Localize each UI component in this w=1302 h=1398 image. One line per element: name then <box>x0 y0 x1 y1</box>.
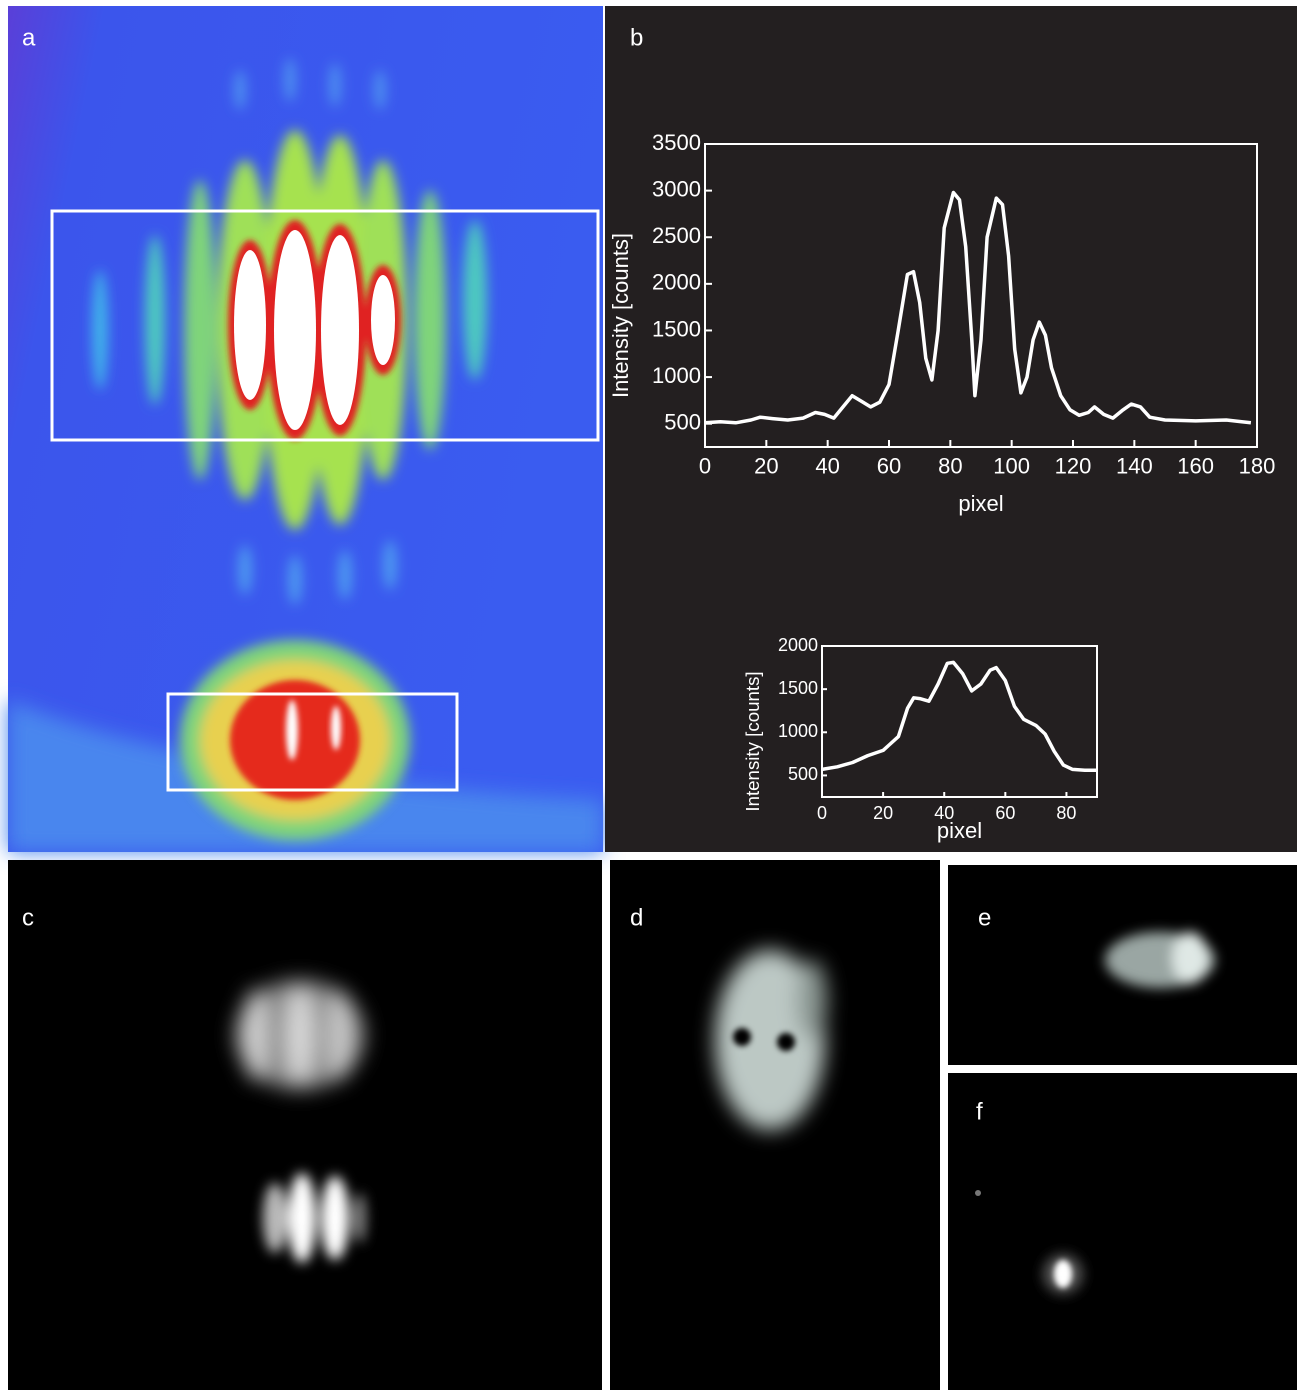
panel-f-image <box>948 1073 1297 1390</box>
panel-label: b <box>630 24 643 51</box>
figure: a b c d e f 0 20 40 60 80 100 120 140 160 180 500 1… <box>0 0 1302 1393</box>
x-tick-label: 0 <box>817 803 827 823</box>
x-tick-label: 160 <box>1177 454 1214 479</box>
x-tick-label: 20 <box>873 803 893 823</box>
y-axis-label: Intensity [counts] <box>608 233 633 398</box>
x-axis-label: pixel <box>958 491 1003 516</box>
panel-e-image <box>948 865 1297 1065</box>
y-tick-label: 2000 <box>652 270 701 295</box>
x-axis-label: pixel <box>937 818 982 843</box>
y-tick-label: 3000 <box>652 176 701 201</box>
panel-c-image <box>8 860 602 1390</box>
panel-a-image <box>8 6 603 852</box>
x-tick-label: 0 <box>699 454 711 479</box>
page: a b c d e f 0 20 40 60 80 100 120 140 160 180 500 1… <box>0 0 1302 1398</box>
x-tick-label: 40 <box>815 454 839 479</box>
y-tick-label: 2000 <box>778 635 818 655</box>
y-tick-label: 2500 <box>652 223 701 248</box>
x-tick-label: 80 <box>938 454 962 479</box>
y-tick-label: 500 <box>664 410 701 435</box>
x-tick-label: 80 <box>1056 803 1076 823</box>
y-tick-label: 1000 <box>652 363 701 388</box>
x-tick-label: 100 <box>993 454 1030 479</box>
panel-label: c <box>22 904 34 931</box>
y-tick-label: 1000 <box>778 721 818 741</box>
panel-d-image <box>610 860 940 1390</box>
x-tick-label: 60 <box>877 454 901 479</box>
y-tick-label: 1500 <box>778 678 818 698</box>
x-tick-label: 120 <box>1055 454 1092 479</box>
y-tick-label: 3500 <box>652 130 701 155</box>
y-axis-label: Intensity [counts] <box>742 671 763 811</box>
panel-label: e <box>978 904 991 931</box>
panel-label: a <box>22 24 36 51</box>
x-tick-label: 140 <box>1116 454 1153 479</box>
x-tick-label: 180 <box>1239 454 1276 479</box>
y-tick-label: 500 <box>788 764 818 784</box>
panel-label: f <box>976 1098 983 1125</box>
x-tick-label: 60 <box>995 803 1015 823</box>
panel-label: d <box>630 904 643 931</box>
panel-b-background <box>605 6 1297 852</box>
y-tick-label: 1500 <box>652 316 701 341</box>
x-tick-label: 20 <box>754 454 778 479</box>
